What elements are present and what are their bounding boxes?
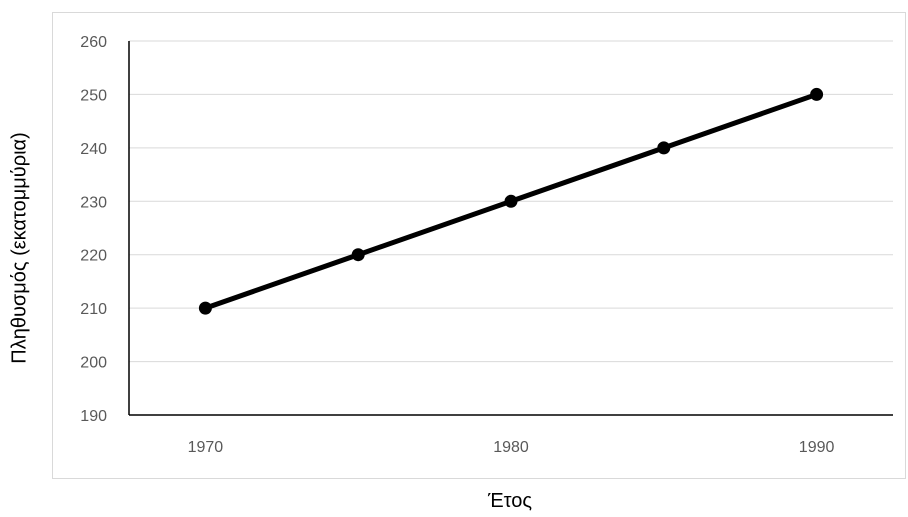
data-point xyxy=(810,87,824,101)
y-axis-label: Πληθυσμός (εκατομμύρια) xyxy=(8,132,31,364)
y-tick-label: 220 xyxy=(80,248,107,265)
data-point xyxy=(504,194,518,208)
y-tick-label: 200 xyxy=(80,355,107,372)
data-point xyxy=(198,301,212,315)
y-tick-label: 230 xyxy=(80,194,107,211)
y-tick-label: 240 xyxy=(80,141,107,158)
x-tick-labels: 1970 1980 1990 xyxy=(188,439,835,456)
data-point xyxy=(657,141,671,155)
x-tick-label: 1990 xyxy=(799,439,835,456)
x-axis-label: Έτος xyxy=(487,490,533,512)
data-point xyxy=(351,248,365,262)
chart-area xyxy=(52,12,906,479)
y-tick-label: 250 xyxy=(80,87,107,104)
y-tick-labels: 190 200 210 220 230 240 250 260 xyxy=(80,34,107,425)
y-tick-label: 210 xyxy=(80,301,107,318)
y-tick-label: 260 xyxy=(80,34,107,51)
axes xyxy=(128,41,893,416)
gridlines xyxy=(129,40,893,363)
x-tick-label: 1970 xyxy=(188,439,224,456)
y-tick-label: 190 xyxy=(80,408,107,425)
series xyxy=(198,87,824,315)
x-tick-label: 1980 xyxy=(493,439,529,456)
